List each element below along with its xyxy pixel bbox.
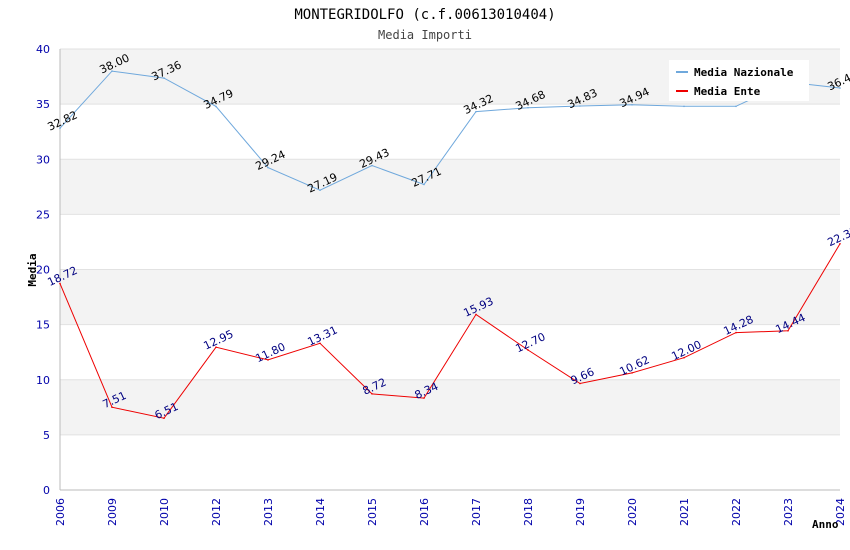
data-point xyxy=(475,110,477,113)
x-tick-label: 2021 xyxy=(678,498,691,526)
y-tick-label: 35 xyxy=(36,98,50,111)
x-tick-label: 2019 xyxy=(574,498,587,526)
x-tick-label: 2014 xyxy=(314,498,327,526)
x-axis-label: Anno xyxy=(812,518,839,531)
data-point xyxy=(163,417,165,420)
data-point xyxy=(111,70,113,72)
y-tick-label: 15 xyxy=(36,319,50,332)
legend-label: Media Nazionale xyxy=(694,66,794,79)
x-tick-label: 2020 xyxy=(626,498,639,526)
data-point xyxy=(59,282,61,285)
data-point xyxy=(631,372,633,374)
chart-subtitle: Media Importi xyxy=(378,28,472,42)
data-point xyxy=(267,359,269,361)
data-point xyxy=(59,127,61,129)
x-axis-ticks: 2006 2009 2010 2012 2013 2014 2015 2016 2017 2018… xyxy=(54,498,847,526)
band xyxy=(60,379,840,435)
x-tick-label: 2012 xyxy=(210,498,223,526)
y-tick-label: 5 xyxy=(43,429,50,442)
y-tick-label: 25 xyxy=(36,208,50,221)
data-point xyxy=(475,313,477,316)
x-tick-label: 2013 xyxy=(262,498,275,526)
x-tick-label: 2022 xyxy=(730,498,743,526)
band xyxy=(60,159,840,215)
data-point xyxy=(683,105,685,108)
legend: Media Nazionale Media Ente xyxy=(669,60,809,101)
data-point xyxy=(579,382,581,385)
data-point xyxy=(215,105,217,108)
legend-label: Media Ente xyxy=(694,85,761,98)
band xyxy=(60,269,840,325)
data-point xyxy=(423,183,425,186)
y-tick-label: 20 xyxy=(36,264,50,277)
data-point xyxy=(735,331,737,334)
data-point xyxy=(839,243,841,245)
x-tick-label: 2015 xyxy=(366,498,379,526)
x-tick-label: 2010 xyxy=(158,498,171,526)
data-point xyxy=(527,106,529,109)
band xyxy=(60,434,840,490)
y-tick-label: 10 xyxy=(36,374,50,387)
y-axis-ticks: 0 5 10 15 20 25 30 35 40 xyxy=(36,43,50,497)
data-point xyxy=(111,406,113,409)
x-tick-label: 2009 xyxy=(106,498,119,526)
y-tick-label: 40 xyxy=(36,43,50,56)
data-point xyxy=(735,105,737,108)
band xyxy=(60,214,840,270)
band xyxy=(60,104,840,160)
series-line xyxy=(59,243,841,419)
legend-box xyxy=(669,60,809,101)
data-point xyxy=(787,329,789,332)
y-tick-label: 30 xyxy=(36,153,50,166)
y-tick-label: 0 xyxy=(43,484,50,497)
data-point xyxy=(319,342,321,345)
background-bands xyxy=(60,49,840,490)
data-point xyxy=(683,356,685,359)
x-tick-label: 2023 xyxy=(782,498,795,526)
data-point xyxy=(631,103,633,106)
chart-title: MONTEGRIDOLFO (c.f.00613010404) xyxy=(294,7,555,23)
y-axis-label: Media xyxy=(26,253,39,286)
x-tick-label: 2016 xyxy=(418,498,431,526)
band xyxy=(60,324,840,380)
x-tick-label: 2006 xyxy=(54,498,67,526)
data-point xyxy=(527,349,529,351)
data-point xyxy=(423,397,425,399)
x-tick-label: 2018 xyxy=(522,498,535,526)
x-tick-label: 2017 xyxy=(470,498,483,526)
data-point xyxy=(371,393,373,395)
data-point xyxy=(371,164,373,167)
series-line xyxy=(59,70,841,191)
data-point xyxy=(215,346,217,349)
x-tick-label: 2024 xyxy=(834,498,847,526)
data-point xyxy=(267,166,269,169)
data-point xyxy=(579,105,581,107)
data-point xyxy=(839,87,841,89)
data-point xyxy=(319,189,321,192)
data-point xyxy=(163,77,165,79)
